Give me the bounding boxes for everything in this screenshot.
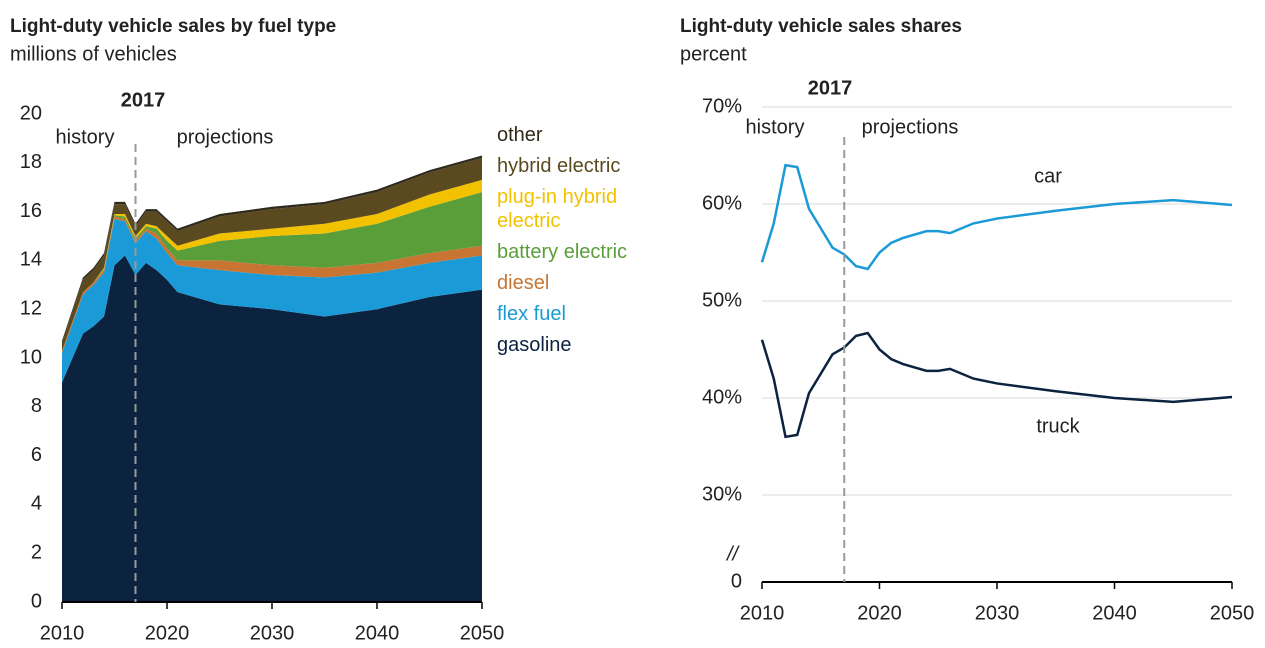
y-tick-label: 0 <box>731 570 742 592</box>
x-tick-label: 2040 <box>1092 602 1137 624</box>
chart-title: Light-duty vehicle sales shares <box>680 16 962 37</box>
legend: other hybrid electric plug-in hybrid elect… <box>497 123 667 364</box>
line <box>760 163 1233 271</box>
x-tick-label: 2010 <box>40 622 85 644</box>
y-tick-label: 6 <box>31 444 42 466</box>
x-tick-label: 2050 <box>1210 602 1255 624</box>
y-tick-label: 14 <box>20 249 42 271</box>
chart-title: Light-duty vehicle sales by fuel type <box>10 16 336 37</box>
y-tick-label: 12 <box>20 297 42 319</box>
x-tick-label: 2050 <box>460 622 505 644</box>
x-tick-label: 2020 <box>857 602 902 624</box>
projections-label: projections <box>862 116 959 138</box>
x-tick-label: 2040 <box>355 622 400 644</box>
line <box>760 331 1233 439</box>
area <box>62 157 482 351</box>
axis-break: // <box>725 543 741 565</box>
y-tick-label: 16 <box>20 200 42 222</box>
y-tick-label: 70% <box>702 95 742 117</box>
y-tick-label: 0 <box>31 590 42 612</box>
series-label: car <box>1034 165 1062 187</box>
legend-entry: other <box>497 124 543 146</box>
y-tick-label: 50% <box>702 289 742 311</box>
series-label: truck <box>1036 415 1080 437</box>
x-tick-label: 2010 <box>740 602 785 624</box>
legend-entry: hybrid electric <box>497 155 621 177</box>
x-tick-label: 2020 <box>145 622 190 644</box>
legend-entry: diesel <box>497 272 550 294</box>
area <box>62 179 482 351</box>
divider-label: 2017 <box>121 89 166 111</box>
history-label: history <box>746 116 805 138</box>
divider-label: 2017 <box>808 77 853 99</box>
y-tick-label: 4 <box>31 493 42 515</box>
x-tick-label: 2030 <box>250 622 295 644</box>
y-tick-label: 30% <box>702 483 742 505</box>
legend-entry: gasoline <box>497 334 572 356</box>
y-tick-label: 40% <box>702 386 742 408</box>
y-tick-label: 8 <box>31 395 42 417</box>
area <box>62 216 482 354</box>
area <box>62 192 482 351</box>
y-tick-label: 20 <box>20 102 42 124</box>
legend-entry: plug-in hybrid electric <box>497 186 618 232</box>
y-tick-label: 10 <box>20 346 42 368</box>
y-tick-label: 60% <box>702 192 742 214</box>
area <box>62 255 482 602</box>
y-tick-label: 2 <box>31 541 42 563</box>
legend-entry: battery electric <box>497 241 628 263</box>
chart-subtitle: percent <box>680 43 747 65</box>
y-tick-label: 18 <box>20 151 42 173</box>
legend-entry: flex fuel <box>497 303 566 325</box>
projections-label: projections <box>177 126 274 148</box>
chart-subtitle: millions of vehicles <box>10 43 177 65</box>
x-tick-label: 2030 <box>975 602 1020 624</box>
area <box>62 218 482 383</box>
history-label: history <box>56 126 115 148</box>
